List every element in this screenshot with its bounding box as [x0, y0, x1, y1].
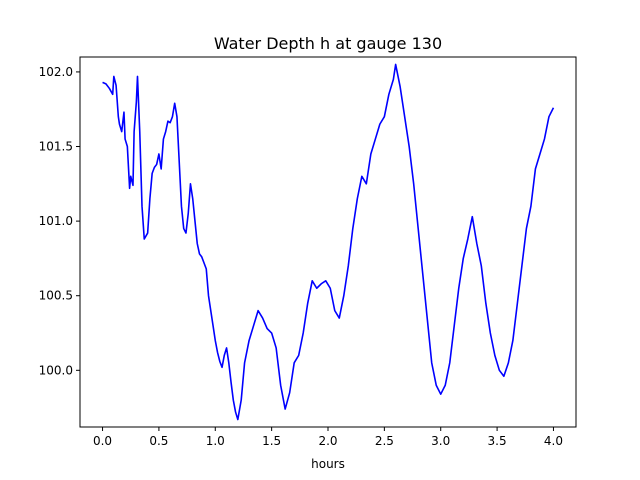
- y-tick-label: 100.5: [39, 289, 73, 303]
- y-tick-label: 102.0: [39, 65, 73, 79]
- x-tick-label: 2.5: [375, 434, 394, 448]
- x-tick-label: 4.0: [544, 434, 563, 448]
- chart-title: Water Depth h at gauge 130: [214, 34, 442, 53]
- x-tick-label: 3.5: [488, 434, 507, 448]
- y-axis: 100.0 100.5 101.0 101.5 102.0: [39, 65, 80, 377]
- x-tick-label: 2.0: [318, 434, 337, 448]
- x-tick-label: 0.0: [93, 434, 112, 448]
- plot-region: [102, 63, 555, 421]
- series-line-water-depth: [102, 63, 555, 421]
- x-tick-label: 0.5: [149, 434, 168, 448]
- x-axis: 0.0 0.5 1.0 1.5 2.0 2.5 3.0 3.5 4.0: [93, 427, 563, 448]
- x-tick-label: 1.0: [206, 434, 225, 448]
- y-tick-label: 101.0: [39, 214, 73, 228]
- x-tick-label: 1.5: [262, 434, 281, 448]
- y-tick-label: 100.0: [39, 363, 73, 377]
- plot-frame: [79, 56, 577, 428]
- x-axis-label: hours: [311, 457, 345, 471]
- y-tick-label: 101.5: [39, 140, 73, 154]
- x-tick-label: 3.0: [431, 434, 450, 448]
